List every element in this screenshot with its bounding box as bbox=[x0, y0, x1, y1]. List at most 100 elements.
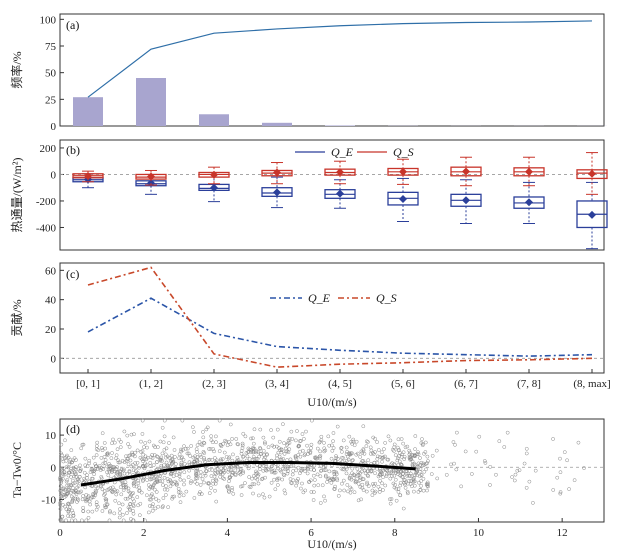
panel-d-scatter-point bbox=[117, 501, 121, 506]
panel-d-scatter-point bbox=[148, 455, 153, 460]
panel-d-scatter-point bbox=[377, 472, 382, 477]
panel-d-scatter-point bbox=[275, 456, 279, 461]
panel-d-scatter-point bbox=[60, 453, 64, 458]
panel-d-scatter-point bbox=[418, 456, 422, 460]
panel-d-scatter-point bbox=[69, 460, 74, 465]
panel-d-scatter-point bbox=[365, 480, 369, 485]
panel-d-scatter-point bbox=[340, 449, 344, 454]
panel-d-scatter-point bbox=[240, 443, 245, 448]
panel-d-scatter-point bbox=[354, 439, 359, 444]
panel-d-scatter-point bbox=[131, 511, 136, 516]
panel-d-scatter-point bbox=[59, 493, 63, 498]
panel-d-scatter-point bbox=[380, 459, 384, 464]
panel-d-scatter-point bbox=[114, 456, 118, 461]
panel-d-scatter-point bbox=[412, 489, 416, 494]
panel-d-scatter-point bbox=[65, 483, 70, 488]
panel-d-scatter-point bbox=[93, 488, 98, 493]
panel-d-scatter-point bbox=[421, 476, 426, 481]
panel-d-scatter-point bbox=[382, 447, 386, 451]
panel-d-scatter-point bbox=[73, 518, 78, 523]
panel-d-scatter-point bbox=[174, 482, 179, 487]
panel-d-scatter-point bbox=[295, 478, 299, 483]
panel-d-scatter-point bbox=[380, 481, 384, 486]
panel-d-scatter-point bbox=[160, 479, 165, 484]
panel-b-mean-marker bbox=[525, 167, 533, 176]
panel-d-scatter-point bbox=[201, 430, 205, 434]
panel-d-scatter-point bbox=[366, 458, 371, 463]
panel-d-scatter-point bbox=[235, 442, 240, 446]
panel-d-scatter-point bbox=[344, 471, 349, 476]
panel-d-scatter-point bbox=[95, 486, 100, 490]
panel-b-mean-marker bbox=[588, 210, 596, 219]
panel-d-scatter-point bbox=[318, 449, 323, 454]
panel-d-scatter-point bbox=[256, 449, 261, 454]
panel-d-scatter-point bbox=[62, 470, 67, 474]
panel-d-scatter-point bbox=[227, 440, 231, 444]
panel-d-scatter-point bbox=[388, 497, 392, 502]
panel-d-scatter-point bbox=[112, 440, 117, 445]
panel-c-xtick-label: (4, 5] bbox=[328, 378, 352, 390]
panel-d-scatter-point bbox=[407, 448, 412, 453]
panel-d-scatter-point bbox=[110, 441, 114, 446]
panel-d-scatter-point bbox=[393, 453, 398, 457]
panel-d-scatter-point bbox=[81, 442, 86, 447]
panel-d-scatter-point bbox=[202, 480, 206, 485]
panel-d-scatter-point bbox=[160, 425, 165, 430]
panel-d-scatter-point bbox=[66, 509, 71, 514]
panel-d-scatter-point bbox=[331, 439, 335, 444]
panel-d-scatter-point bbox=[389, 497, 394, 501]
panel-d-scatter-point bbox=[297, 444, 302, 448]
panel-d-scatter-point bbox=[246, 449, 251, 454]
panel-d-scatter-point bbox=[250, 482, 255, 486]
panel-d-scatter-point bbox=[234, 437, 239, 441]
panel-d-scatter-point bbox=[407, 456, 412, 461]
panel-d-scatter-point bbox=[125, 472, 130, 476]
panel-d-scatter-point bbox=[162, 475, 167, 480]
panel-d-scatter-point bbox=[145, 478, 149, 482]
panel-d-scatter-point bbox=[58, 503, 63, 507]
panel-d-scatter-point bbox=[269, 480, 274, 485]
panel-d-scatter-point bbox=[309, 442, 314, 447]
panel-d-scatter-point bbox=[106, 473, 111, 478]
panel-d-scatter-point bbox=[123, 484, 128, 489]
panel-d-scatter-point bbox=[376, 484, 381, 489]
panel-d-scatter-point bbox=[294, 457, 299, 461]
panel-d-scatter-point bbox=[399, 469, 403, 474]
panel-d-scatter-point bbox=[325, 480, 329, 484]
panel-d-scatter-point bbox=[303, 469, 307, 473]
panel-d-scatter-point bbox=[179, 456, 184, 461]
panel-d-scatter-point bbox=[103, 458, 108, 462]
panel-d-scatter-point bbox=[141, 479, 145, 483]
panel-d-scatter-point bbox=[323, 448, 328, 453]
panel-d-scatter-point bbox=[233, 472, 238, 476]
panel-d-scatter-point bbox=[311, 473, 316, 478]
panel-d-scatter-point bbox=[364, 439, 369, 444]
panel-d-scatter-point bbox=[139, 439, 143, 444]
panel-d-scatter-point bbox=[350, 441, 355, 446]
panel-d-scatter-point bbox=[347, 434, 352, 439]
panel-d-scatter-point bbox=[222, 450, 227, 455]
panel-c-xtick-label: [0, 1] bbox=[76, 378, 100, 390]
panel-d-scatter-point bbox=[366, 440, 370, 444]
panel-d-scatter-point bbox=[87, 461, 91, 466]
panel-d-scatter-point bbox=[95, 440, 100, 445]
panel-d-scatter-point bbox=[151, 482, 156, 487]
panel-d-scatter-point bbox=[220, 472, 225, 476]
panel-d-scatter-point bbox=[371, 435, 376, 440]
panel-d-scatter-point bbox=[339, 466, 344, 471]
panel-d-scatter-point bbox=[240, 484, 245, 488]
panel-d-scatter-point bbox=[359, 497, 363, 502]
panel-d-scatter-point bbox=[241, 470, 246, 475]
panel-c-label: (c) bbox=[66, 267, 79, 281]
panel-d-scatter-point bbox=[151, 476, 156, 481]
panel-d-scatter-point bbox=[350, 471, 354, 476]
panel-d-scatter-point bbox=[198, 483, 203, 487]
panel-d-scatter-point bbox=[202, 451, 207, 455]
panel-d-scatter-point bbox=[61, 466, 66, 471]
panel-d-scatter-point bbox=[177, 456, 181, 461]
panel-d-scatter-point bbox=[282, 488, 287, 493]
panel-d-scatter-point bbox=[102, 493, 106, 497]
panel-d-scatter-point bbox=[350, 466, 355, 471]
panel-c-ytick-label: 40 bbox=[45, 295, 57, 307]
panel-d-scatter-point bbox=[341, 478, 346, 483]
